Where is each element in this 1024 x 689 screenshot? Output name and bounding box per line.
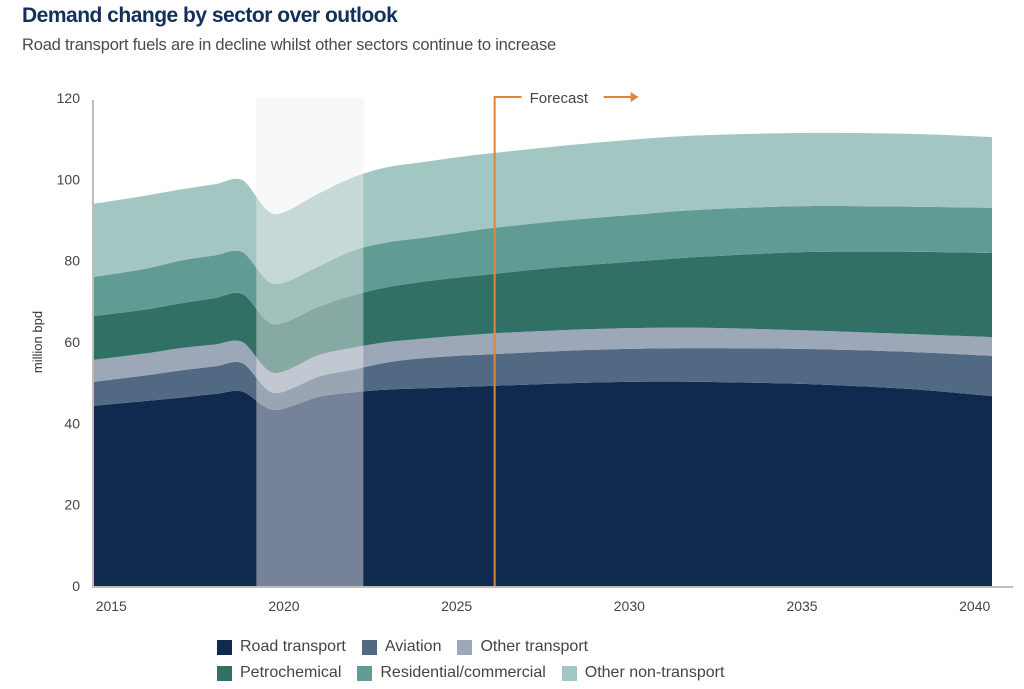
- y-tick-label: 40: [64, 415, 80, 431]
- y-tick-label: 20: [64, 497, 80, 513]
- x-tick-label: 2035: [786, 598, 817, 614]
- legend-swatch-other-transport: [457, 639, 473, 655]
- area-residential-commercial: [94, 205, 992, 325]
- shaded-period-overlay: [256, 98, 364, 586]
- x-tick-label: 2040: [959, 598, 990, 614]
- area-petrochemical: [94, 251, 992, 374]
- area-road-transport: [94, 381, 992, 586]
- legend-label: Residential/commercial: [380, 664, 546, 681]
- area-other-non-transport: [94, 132, 992, 285]
- x-tick-label: 2030: [614, 598, 645, 614]
- axes: [92, 100, 1013, 588]
- area-other-transport: [94, 327, 992, 394]
- legend-swatch-road-transport: [217, 639, 232, 655]
- legend-label: Aviation: [384, 638, 442, 655]
- chart-subtitle: Road transport fuels are in decline whil…: [22, 36, 556, 54]
- legend-item-road-transport: Road transport: [217, 638, 346, 656]
- y-tick-label: 0: [72, 578, 80, 594]
- x-tick-label: 2015: [96, 598, 127, 614]
- legend-item-other-non-transport: Other non-transport: [561, 664, 725, 682]
- legend-item-other-transport: Other transport: [457, 638, 588, 656]
- forecast-annotation: Forecast: [493, 90, 639, 586]
- forecast-arrow-icon: [630, 92, 639, 102]
- legend-label: Other non-transport: [584, 664, 725, 681]
- legend-item-residential-commercial: Residential/commercial: [357, 664, 546, 682]
- legend-swatch-other-non-transport: [561, 665, 577, 681]
- legend-swatch-aviation: [361, 639, 377, 655]
- y-axis-title: million bpd: [30, 311, 45, 373]
- legend-row-1: Road transport Aviation Other transport: [217, 634, 740, 660]
- forecast-label: Forecast: [530, 90, 589, 107]
- y-tick-label: 100: [57, 171, 81, 187]
- legend-item-aviation: Aviation: [361, 638, 442, 656]
- area-aviation: [94, 348, 992, 410]
- legend-label: Other transport: [480, 638, 589, 655]
- legend-label: Petrochemical: [240, 664, 342, 681]
- x-tick-label: 2025: [441, 598, 472, 614]
- chart-title: Demand change by sector over outlook: [22, 4, 398, 27]
- legend: Road transport Aviation Other transport …: [217, 634, 740, 686]
- legend-row-2: Petrochemical Residential/commercial Oth…: [217, 660, 740, 686]
- legend-swatch-petrochemical: [217, 665, 232, 681]
- y-tick-label: 60: [64, 334, 80, 350]
- y-tick-label: 80: [64, 253, 80, 269]
- legend-item-petrochemical: Petrochemical: [217, 664, 341, 682]
- legend-swatch-residential-commercial: [357, 665, 373, 681]
- x-tick-label: 2020: [268, 598, 299, 614]
- y-tick-label: 120: [57, 90, 81, 106]
- stacked-areas: [94, 132, 992, 586]
- legend-label: Road transport: [240, 638, 346, 655]
